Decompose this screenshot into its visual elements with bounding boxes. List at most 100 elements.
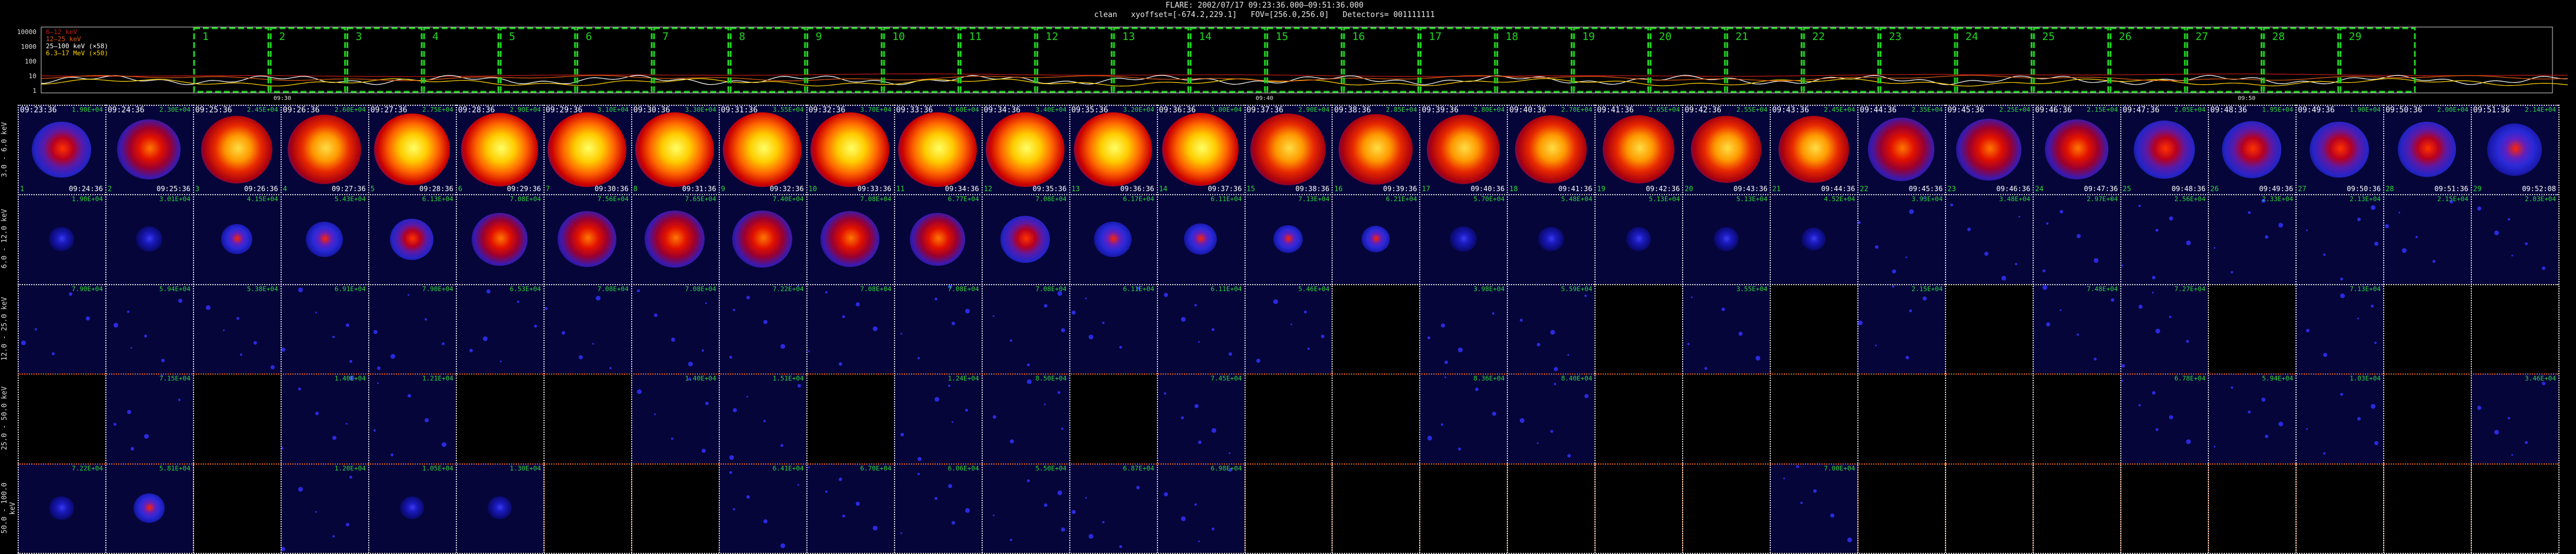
noise-speckle (2060, 309, 2062, 311)
image-cell: 7.56E+04 (543, 194, 631, 284)
noise-speckle (178, 299, 182, 303)
interval-end-time: 09:51:36 (2434, 185, 2469, 193)
image-max-value: 7.65E+04 (685, 195, 716, 203)
time-interval-box (2263, 27, 2340, 93)
grid-divider (1945, 105, 1947, 553)
time-interval-box (1343, 27, 1420, 93)
image-cell: 5.38E+04 (192, 283, 281, 374)
image-max-value: 2.97E+04 (2087, 195, 2118, 203)
image-cell: 2.03E+04 (2471, 194, 2558, 284)
image-cell: 3.93E+04 (1857, 194, 1946, 284)
image-cell: 09:34:36 09:35:36 12 3.40E+04 (981, 105, 1069, 195)
noise-speckle (1550, 429, 1553, 433)
noise-speckle (332, 535, 335, 538)
interval-index: 15 (1246, 185, 1255, 193)
interval-label: 4 (432, 31, 439, 43)
noise-speckle (2231, 271, 2234, 273)
noise-speckle (1060, 527, 1065, 532)
image-cell: 6.87E+04 (1069, 463, 1157, 553)
time-interval-box (269, 27, 346, 93)
noise-speckle (1796, 465, 1800, 468)
image-max-value: 7.08E+04 (860, 285, 892, 293)
noise-speckle (934, 397, 939, 402)
noise-speckle (281, 546, 285, 551)
interval-end-time: 09:39:36 (1383, 185, 1417, 193)
interval-index: 9 (720, 185, 725, 193)
noise-speckle (345, 323, 349, 327)
noise-speckle (2001, 275, 2007, 281)
noise-speckle (2155, 229, 2159, 232)
interval-index: 18 (1509, 185, 1518, 193)
noise-speckle (2186, 339, 2190, 343)
image-max-value: 1.21E+04 (422, 375, 453, 383)
noise-speckle (807, 466, 810, 468)
image-max-value: 2.15E+04 (1911, 285, 1943, 293)
image-cell: 3.46E+04 (2471, 373, 2558, 463)
image-max-value: 5.13E+04 (1736, 195, 1768, 203)
image-cell (1857, 373, 1946, 463)
grid-divider (192, 105, 194, 553)
curve-gamma (41, 78, 2568, 87)
noise-speckle (1060, 328, 1065, 332)
noise-speckle (1444, 360, 1448, 364)
y-tick-label: 100 (25, 58, 36, 65)
source-emission (1713, 227, 1739, 251)
noise-speckle (2248, 410, 2251, 413)
noise-speckle (1194, 403, 1199, 408)
image-max-value: 8.36E+04 (1473, 375, 1505, 383)
noise-speckle (298, 387, 301, 391)
time-interval-box (1956, 27, 2033, 93)
noise-speckle (2542, 381, 2546, 385)
source-emission (399, 496, 425, 520)
time-interval-box (2340, 27, 2416, 93)
noise-speckle (161, 374, 163, 376)
image-max-value: 6.41E+04 (772, 464, 804, 472)
image-max-value: 3.46E+04 (2525, 375, 2556, 383)
image-max-value: 1.03E+04 (2350, 375, 2381, 383)
image-grid: 3.0 - 6.0 keV 6.0 - 12.0 keV 12.0 - 25.0 k… (0, 105, 2576, 554)
noise-speckle (1303, 311, 1307, 314)
noise-speckle (2357, 317, 2360, 319)
noise-speckle (2415, 235, 2418, 238)
interval-end-time: 09:41:36 (1558, 185, 1593, 193)
interval-label: 29 (2349, 31, 2362, 43)
noise-speckle (2357, 218, 2361, 222)
noise-speckle (1009, 339, 1012, 342)
noise-speckle (1211, 428, 1216, 433)
image-cell: 7.90E+04 (368, 283, 456, 374)
image-max-value: 1.90E+04 (2350, 106, 2381, 114)
interval-start-time: 09:43:36 (1772, 106, 1809, 115)
noise-speckle (1536, 442, 1539, 445)
noise-speckle (2385, 224, 2390, 229)
image-max-value: 5.70E+04 (1473, 195, 1505, 203)
noise-speckle (1194, 503, 1197, 506)
image-cell (1332, 373, 1420, 463)
interval-end-time: 09:43:36 (1733, 185, 1768, 193)
noise-speckle (1197, 540, 1200, 542)
image-cell (1244, 463, 1332, 553)
noise-speckle (1290, 323, 1292, 325)
noise-speckle (1440, 323, 1445, 328)
image-cell: 6.77E+04 (893, 194, 982, 284)
source-emission (117, 119, 181, 180)
noise-speckle (2155, 428, 2159, 431)
noise-speckle (2323, 253, 2326, 256)
noise-speckle (842, 315, 845, 318)
noise-speckle (2077, 333, 2080, 336)
legend-entry: 6.3–17 MeV (×50) (46, 49, 108, 57)
noise-speckle (992, 315, 995, 318)
noise-speckle (1875, 245, 1879, 249)
image-cell: 7.27E+04 (2120, 283, 2208, 374)
noise-speckle (780, 443, 783, 447)
noise-speckle (2152, 291, 2154, 293)
image-cell: 8.50E+04 (981, 373, 1069, 463)
noise-speckle (1550, 330, 1555, 335)
noise-speckle (407, 294, 409, 296)
grid-divider (806, 105, 807, 553)
source-emission (1801, 227, 1826, 251)
time-interval-box (883, 27, 959, 93)
interval-end-time: 09:48:36 (2171, 185, 2206, 193)
noise-speckle (1043, 403, 1046, 406)
image-cell: 7.15E+04 (105, 373, 193, 463)
noise-speckle (2138, 304, 2143, 309)
